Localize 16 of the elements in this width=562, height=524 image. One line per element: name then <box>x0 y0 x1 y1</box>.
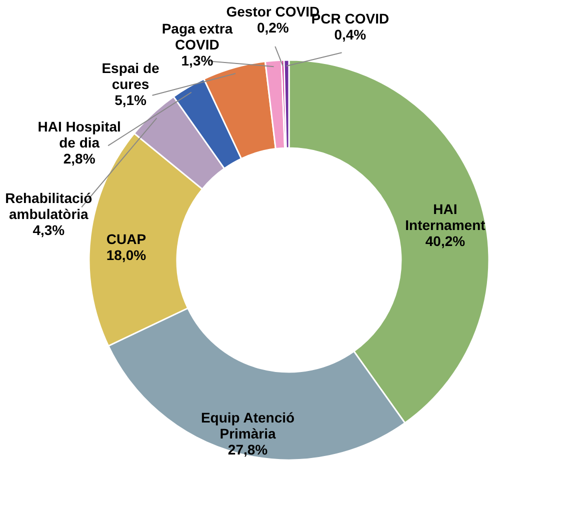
data-label: 0,2% <box>256 20 290 36</box>
data-label: 4,3% <box>32 222 66 238</box>
slice-label: Paga extra COVID <box>162 20 233 53</box>
data-label: 5,1% <box>114 92 148 108</box>
data-label: 18,0% <box>106 247 147 264</box>
slice-label: Equip Atenció Primària <box>200 410 295 442</box>
data-label: 2,8% <box>63 150 96 167</box>
data-label: 40,2% <box>425 233 466 250</box>
data-label: 0,4% <box>334 26 367 43</box>
data-label: 27,8% <box>228 442 268 458</box>
data-label: 1,3% <box>181 52 214 69</box>
slice-label: HAI Internament <box>405 201 486 234</box>
slice-label: CUAP <box>106 231 146 248</box>
slice-label: Rehabilitació ambulatòria <box>5 190 92 222</box>
slice-label: Espai de cures <box>102 60 160 92</box>
slice-label: HAI Hospital de dia <box>38 118 121 151</box>
